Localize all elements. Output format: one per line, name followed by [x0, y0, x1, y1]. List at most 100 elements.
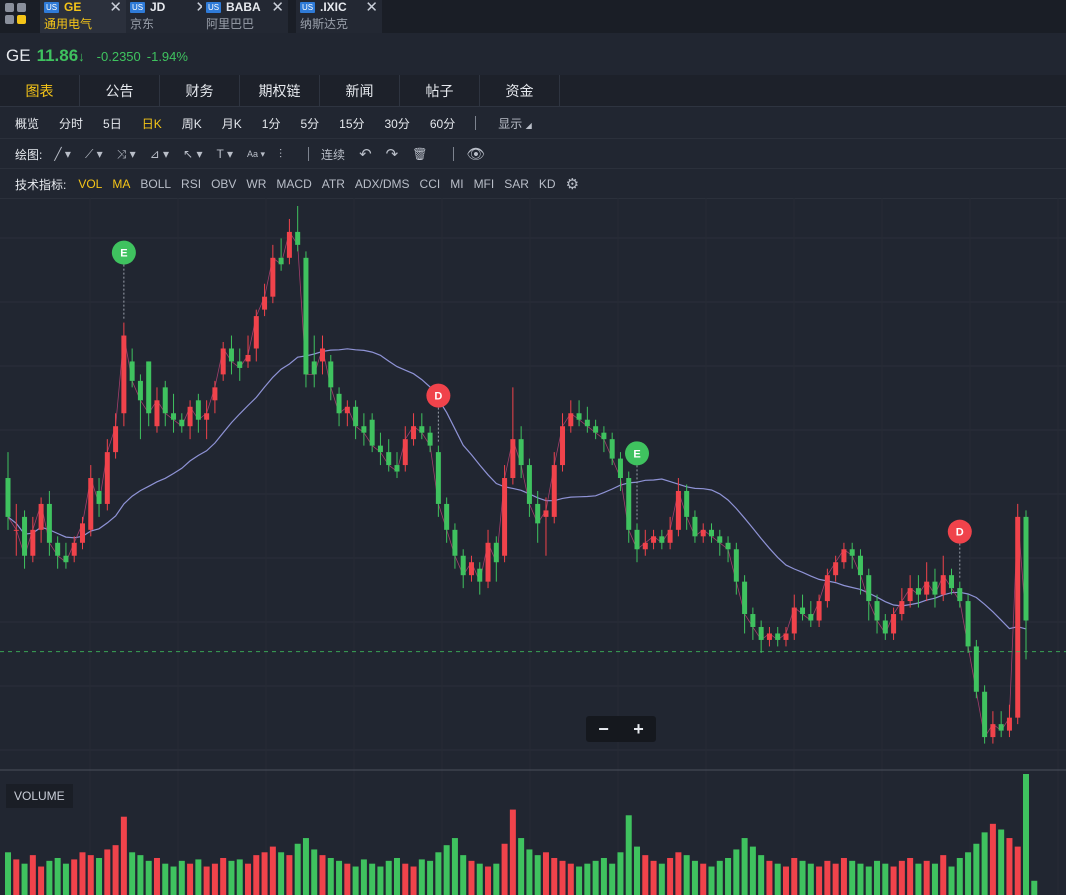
font-tool-icon[interactable]: Aa ▾: [247, 148, 266, 159]
zoom-in-button[interactable]: +: [633, 719, 644, 739]
indicator-cci[interactable]: CCI: [419, 177, 441, 191]
tab-financials[interactable]: 财务: [160, 75, 240, 107]
volume-bar: [998, 829, 1005, 895]
indicator-kd[interactable]: KD: [538, 177, 556, 191]
candle-body: [800, 607, 806, 615]
tab-chart[interactable]: 图表: [0, 75, 80, 107]
candle-body: [22, 516, 28, 556]
candle-body: [609, 439, 615, 459]
indicator-rsi[interactable]: RSI: [181, 177, 202, 191]
volume-bar: [559, 860, 566, 895]
eye-icon[interactable]: 👁: [466, 146, 486, 163]
period-9[interactable]: 30分: [384, 116, 410, 131]
candle-body: [675, 490, 681, 530]
continuous-draw-toggle[interactable]: 连续: [321, 147, 346, 162]
symbol-tab-strip: US GE 通用电气 ✕ US JD 京东 ✕ US BABA 阿里巴巴 ✕ U…: [0, 0, 1066, 33]
volume-bar: [956, 857, 963, 895]
symbol-tab-ge[interactable]: US GE 通用电气 ✕: [40, 0, 126, 33]
volume-bar: [311, 849, 318, 895]
volume-bar: [898, 860, 905, 895]
period-0[interactable]: 概览: [15, 116, 40, 131]
volume-bar: [749, 846, 756, 895]
candle-body: [576, 413, 582, 420]
market-badge: US: [300, 2, 315, 13]
wave-tool-icon[interactable]: ⤨ ▾: [116, 146, 136, 161]
candle-body: [303, 257, 309, 375]
tab-capital-flow[interactable]: 资金: [480, 75, 560, 107]
candle-body: [328, 361, 334, 388]
app-grid-icon[interactable]: [3, 1, 29, 27]
channel-tool-icon[interactable]: ⟋ ▾: [84, 146, 103, 161]
close-icon[interactable]: ✕: [271, 0, 284, 16]
volume-bar: [758, 855, 765, 895]
quote-header: GE 11.86 ↓ -0.2350 -1.94%: [6, 46, 188, 66]
tab-announcements[interactable]: 公告: [80, 75, 160, 107]
display-menu[interactable]: 显示 ◢: [498, 115, 532, 132]
event-marker: [426, 383, 451, 408]
fib-tool-icon[interactable]: ⊿ ▾: [149, 147, 170, 161]
candle-body: [220, 348, 226, 375]
indicator-macd[interactable]: MACD: [276, 177, 312, 191]
indicator-sar[interactable]: SAR: [504, 177, 529, 191]
tab-options-chain[interactable]: 期权链: [240, 75, 320, 107]
volume-bar: [460, 855, 467, 895]
candle-body: [493, 542, 499, 563]
candle-body: [692, 516, 698, 537]
candlestick-chart[interactable]: E D E D: [0, 198, 1066, 895]
indicator-mfi[interactable]: MFI: [473, 177, 495, 191]
volume-bar: [377, 866, 384, 895]
candle-body: [915, 588, 921, 595]
close-icon[interactable]: ✕: [109, 0, 122, 16]
indicator-ma[interactable]: MA: [112, 177, 131, 191]
line-tool-icon[interactable]: ╱ ▾: [54, 147, 71, 161]
period-7[interactable]: 5分: [300, 116, 320, 131]
volume-bar: [882, 863, 889, 895]
indicator-vol[interactable]: VOL: [78, 177, 103, 191]
period-1[interactable]: 分时: [59, 116, 84, 131]
period-3[interactable]: 日K: [141, 116, 162, 131]
measure-tool-icon[interactable]: ⫶: [279, 146, 283, 161]
symbol-tab-ixic[interactable]: US .IXIC 纳斯达克 ✕: [296, 0, 382, 33]
gear-icon[interactable]: ⚙: [565, 176, 580, 193]
period-2[interactable]: 5日: [103, 116, 122, 131]
candle-body: [295, 231, 301, 245]
undo-icon[interactable]: ↶: [359, 146, 372, 163]
volume-bar: [774, 863, 781, 895]
tab-posts[interactable]: 帖子: [400, 75, 480, 107]
symbol-tab-baba[interactable]: US BABA 阿里巴巴 ✕: [202, 0, 288, 33]
period-5[interactable]: 月K: [221, 116, 242, 131]
trash-icon[interactable]: 🗑: [412, 147, 428, 161]
text-tool-icon[interactable]: T ▾: [216, 147, 233, 161]
volume-bar: [46, 860, 53, 895]
period-list: 概览 分时 5日 日K 周K 月K 1分 5分 15分 30分 60分: [15, 115, 475, 132]
volume-bar: [634, 846, 641, 895]
indicator-boll[interactable]: BOLL: [140, 177, 172, 191]
arrow-tool-icon[interactable]: ↖ ▾: [183, 147, 203, 161]
tab-news[interactable]: 新闻: [320, 75, 400, 107]
candle-body: [444, 503, 450, 530]
indicator-atr[interactable]: ATR: [321, 177, 345, 191]
indicator-wr[interactable]: WR: [246, 177, 267, 191]
period-6[interactable]: 1分: [261, 116, 281, 131]
candle-body: [320, 348, 326, 362]
indicator-adxdms[interactable]: ADX/DMS: [354, 177, 410, 191]
redo-icon[interactable]: ↷: [385, 146, 399, 163]
volume-bar: [576, 866, 583, 895]
volume-bar: [443, 845, 450, 895]
zoom-out-button[interactable]: −: [598, 719, 609, 739]
indicator-obv[interactable]: OBV: [211, 177, 237, 191]
candle-body: [71, 542, 77, 556]
volume-bar: [385, 860, 392, 895]
tab-name: 通用电气: [44, 17, 93, 31]
symbol-tab-jd[interactable]: US JD 京东 ✕: [126, 0, 212, 33]
period-4[interactable]: 周K: [181, 116, 202, 131]
candle-body: [725, 542, 731, 550]
volume-bar: [418, 859, 425, 895]
indicator-mi[interactable]: MI: [450, 177, 464, 191]
candle-body: [733, 549, 739, 582]
market-badge: US: [130, 2, 145, 13]
candle-body: [5, 478, 11, 517]
close-icon[interactable]: ✕: [365, 0, 378, 16]
period-8[interactable]: 15分: [339, 116, 365, 131]
period-10[interactable]: 60分: [429, 116, 456, 131]
